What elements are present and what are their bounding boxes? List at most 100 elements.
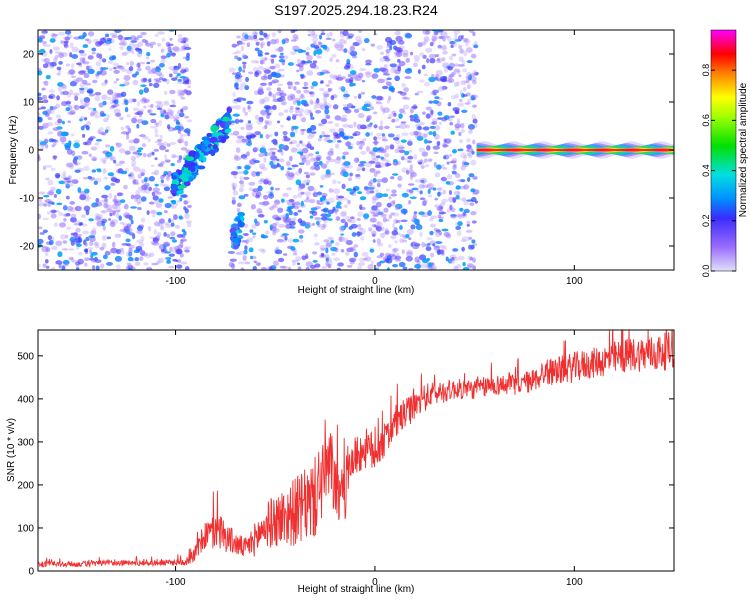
heatmap-cell	[335, 215, 341, 221]
heatmap-cell	[460, 179, 466, 183]
heatmap-cell	[233, 154, 239, 160]
heatmap-cell	[61, 84, 66, 89]
heatmap-cell	[293, 251, 297, 255]
heatmap-cell	[154, 133, 159, 138]
heatmap-cell	[323, 134, 331, 138]
heatmap-cell	[325, 169, 331, 175]
heatmap-cell	[462, 68, 467, 73]
heatmap-cell	[369, 190, 375, 194]
heatmap-cell	[278, 58, 286, 63]
heatmap-cell	[353, 108, 360, 114]
heatmap-cell	[315, 103, 321, 109]
heatmap-cell	[238, 119, 244, 123]
heatmap-cell	[438, 204, 442, 211]
heatmap-cell	[237, 211, 246, 217]
heatmap-cell	[136, 206, 142, 211]
heatmap-cell	[330, 95, 335, 101]
heatmap-cell	[443, 138, 447, 143]
heatmap-cell	[262, 126, 267, 130]
heatmap-cell	[144, 40, 149, 44]
heatmap-cell	[395, 258, 401, 262]
heatmap-cell	[456, 81, 460, 87]
heatmap-cell	[148, 82, 153, 87]
heatmap-cell	[243, 249, 248, 255]
heatmap-cell	[403, 87, 409, 92]
heatmap-cell	[171, 175, 177, 180]
heatmap-cell	[370, 211, 376, 215]
heatmap-cell	[458, 64, 465, 67]
heatmap-cell	[48, 95, 54, 99]
heatmap-cell	[355, 76, 363, 82]
heatmap-cell	[112, 210, 116, 216]
heatmap-cell	[390, 193, 398, 197]
heatmap-cell	[417, 42, 423, 48]
heatmap-cell	[286, 117, 290, 121]
heatmap-cell	[102, 159, 107, 165]
heatmap-cell	[150, 118, 157, 124]
heatmap-cell	[300, 200, 304, 207]
heatmap-cell	[253, 35, 258, 40]
heatmap-cell	[147, 267, 151, 270]
heatmap-cell	[314, 165, 321, 171]
heatmap-cell	[461, 246, 465, 252]
heatmap-cell	[468, 30, 475, 34]
heatmap-cell	[409, 164, 414, 170]
heatmap-cell	[325, 114, 331, 120]
heatmap-cell	[348, 136, 354, 139]
heatmap-cell	[179, 75, 187, 79]
heatmap-cell	[258, 153, 265, 158]
heatmap-cell	[100, 82, 108, 87]
heatmap-cell	[103, 117, 109, 123]
heatmap-cell	[468, 130, 473, 135]
heatmap-cell	[389, 45, 393, 51]
heatmap-cell	[91, 264, 96, 270]
heatmap-cell	[59, 222, 67, 228]
heatmap-cell	[278, 111, 284, 117]
heatmap-cell	[134, 48, 142, 51]
heatmap-cell	[452, 196, 457, 202]
heatmap-cell	[331, 252, 336, 256]
heatmap-cell	[57, 118, 63, 124]
heatmap-cell	[78, 49, 85, 54]
heatmap-cell	[102, 168, 107, 174]
heatmap-cell	[47, 116, 52, 121]
heatmap-cell	[101, 113, 107, 117]
heatmap-cell	[437, 86, 446, 92]
heatmap-cell	[182, 134, 188, 137]
heatmap-cell	[310, 30, 316, 36]
heatmap-cell	[372, 111, 378, 115]
heatmap-cell	[438, 211, 447, 215]
heatmap-cell	[169, 236, 176, 240]
heatmap-cell	[160, 174, 165, 180]
heatmap-cell	[397, 183, 402, 188]
heatmap-cell	[86, 90, 93, 94]
heatmap-cell	[50, 209, 57, 214]
heatmap-cell	[60, 101, 68, 107]
heatmap-cell	[339, 30, 344, 34]
heatmap-cell	[326, 254, 330, 259]
x-tick-label: 0	[372, 276, 378, 287]
heatmap-cell	[385, 36, 393, 43]
heatmap-cell	[450, 44, 454, 49]
heatmap-cell	[131, 98, 137, 103]
heatmap-cell	[325, 242, 332, 247]
heatmap-cell	[152, 187, 160, 193]
heatmap-cell	[464, 38, 470, 45]
heatmap-cell	[392, 212, 400, 217]
heatmap-cell	[333, 257, 341, 262]
heatmap-cell	[173, 116, 180, 120]
heatmap-cell	[149, 236, 154, 239]
heatmap-cell	[286, 161, 291, 167]
heatmap-cell	[265, 134, 270, 139]
heatmap-cell	[432, 145, 440, 150]
heatmap-cell	[262, 200, 270, 206]
heatmap-cell	[176, 234, 184, 238]
heatmap-cell	[387, 133, 395, 138]
heatmap-cell	[96, 52, 100, 59]
heatmap-cell	[136, 239, 144, 244]
heatmap-cell	[451, 71, 456, 76]
heatmap-cell	[39, 141, 47, 146]
heatmap-cell	[338, 236, 345, 243]
heatmap-cell	[319, 224, 326, 227]
